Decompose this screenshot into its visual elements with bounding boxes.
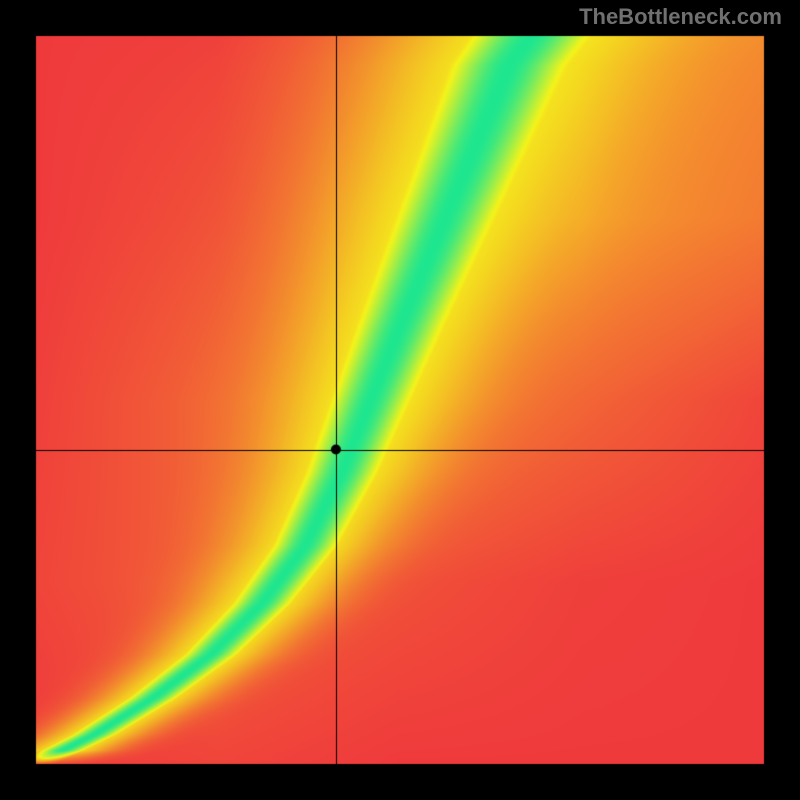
watermark-text: TheBottleneck.com [579,4,782,30]
heatmap-canvas [0,0,800,800]
chart-container: TheBottleneck.com [0,0,800,800]
